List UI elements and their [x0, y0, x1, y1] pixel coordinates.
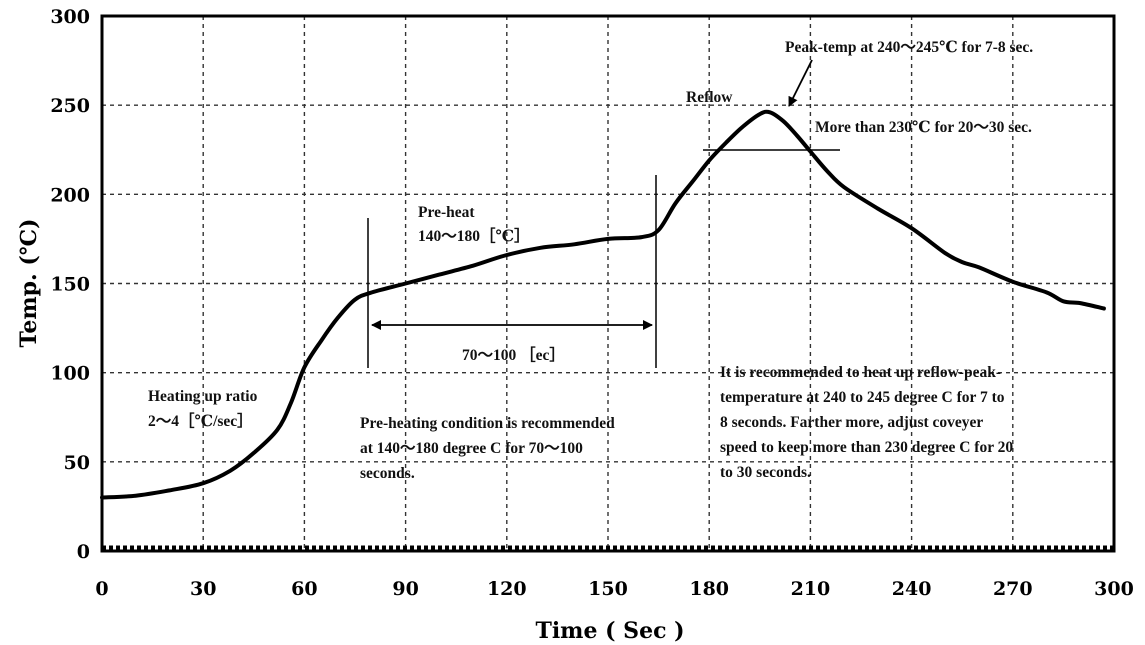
data-point	[910, 227, 913, 229]
data-point	[944, 252, 947, 254]
data-point	[877, 207, 879, 210]
grid-lines	[102, 16, 1114, 551]
data-point	[978, 266, 980, 269]
data-point	[438, 273, 441, 276]
data-point	[573, 243, 576, 246]
data-point	[961, 261, 963, 263]
x-tick-label: 210	[791, 578, 831, 600]
reflow-note-line: to 30 seconds.	[720, 464, 811, 481]
preheat-note-line: seconds.	[360, 465, 415, 482]
preheat-title: Pre-heat	[418, 204, 475, 221]
data-point	[472, 264, 474, 267]
data-point	[640, 236, 643, 238]
data-point	[371, 291, 373, 294]
data-point	[826, 170, 829, 172]
x-tick-label: 270	[993, 578, 1033, 600]
data-point	[809, 150, 812, 153]
x-tick-label: 30	[190, 578, 216, 600]
data-point	[691, 181, 694, 183]
data-point	[607, 238, 609, 240]
reflow-note-line: speed to keep more than 230 degree C for…	[720, 439, 1013, 456]
x-tick-label: 60	[291, 578, 317, 600]
preheat-note-line: Pre-heating condition is recommended	[360, 415, 615, 432]
peak-annotation: Peak-temp at 240～245℃ for 7-8 sec.	[785, 39, 1033, 56]
x-tick-label: 150	[588, 578, 628, 600]
data-point	[303, 366, 306, 369]
data-point	[782, 120, 785, 122]
peak-arrow	[788, 59, 813, 107]
series-layer	[100, 109, 1106, 500]
data-point	[404, 282, 407, 285]
data-point	[1012, 280, 1014, 283]
plot-frame	[100, 14, 1116, 553]
preheat-duration-label: 70～100 ［ec］	[462, 345, 565, 364]
over-230-annotation: More than 230℃ for 20～30 sec.	[815, 119, 1032, 136]
y-tick-label: 50	[64, 452, 90, 474]
x-tick-label: 300	[1094, 578, 1134, 600]
data-point	[253, 452, 255, 454]
data-point	[202, 482, 204, 485]
reflow-note-line: It is recommended to heat up reflow-peak…	[720, 364, 1001, 381]
y-tick-label: 200	[50, 184, 90, 206]
x-tick-label: 120	[487, 578, 527, 600]
reflow-note-line: 8 seconds. Farther more, adjust coveyer	[720, 414, 983, 431]
y-axis-title: Temp. (℃)	[16, 218, 42, 347]
data-point	[1103, 307, 1105, 310]
preheat-range: 140～180［℃］	[418, 226, 530, 245]
heating-ratio-value: 2～4［℃/sec］	[148, 411, 253, 430]
data-point	[337, 316, 339, 319]
y-tick-label: 0	[77, 541, 90, 563]
data-point	[1062, 300, 1065, 303]
data-point	[134, 494, 137, 497]
temperature-curve	[100, 109, 1106, 500]
data-point	[725, 141, 727, 144]
data-point	[1079, 302, 1082, 304]
data-point	[796, 134, 798, 137]
data-point	[1045, 291, 1048, 294]
x-tick-label: 180	[689, 578, 729, 600]
y-tick-label: 250	[50, 95, 90, 117]
y-axis-ticks: 0 50 100 150 200 250 300	[50, 6, 90, 563]
data-point	[354, 298, 356, 301]
data-point	[290, 402, 292, 404]
x-tick-label: 240	[892, 578, 932, 600]
reflow-label: Reflow	[686, 89, 733, 106]
data-point	[708, 159, 710, 162]
x-axis-ticks: 0 30 60 90 120 150 180 210 240 270 300	[95, 578, 1133, 600]
x-tick-label: 90	[392, 578, 418, 600]
x-axis-title: Time ( Sec )	[535, 618, 684, 644]
data-point	[843, 186, 845, 188]
reflow-note-line: temperature at 240 to 245 degree C for 7…	[720, 389, 1005, 406]
data-point	[168, 489, 171, 492]
x-tick-label: 0	[95, 578, 108, 600]
data-point	[229, 470, 231, 472]
data-point	[769, 111, 771, 114]
data-point	[539, 247, 542, 249]
heating-ratio-title: Heating up ratio	[148, 388, 258, 405]
data-point	[276, 428, 279, 431]
preheat-note-line: at 140～180 degree C for 70～100	[360, 440, 583, 457]
data-point	[742, 125, 744, 128]
data-point	[506, 254, 508, 256]
data-point	[759, 113, 761, 115]
data-point	[657, 229, 660, 231]
y-tick-label: 300	[50, 6, 90, 28]
data-point	[320, 339, 323, 342]
y-tick-label: 150	[50, 274, 90, 296]
data-point	[101, 496, 103, 499]
data-point	[674, 202, 677, 205]
y-tick-label: 100	[50, 363, 90, 385]
